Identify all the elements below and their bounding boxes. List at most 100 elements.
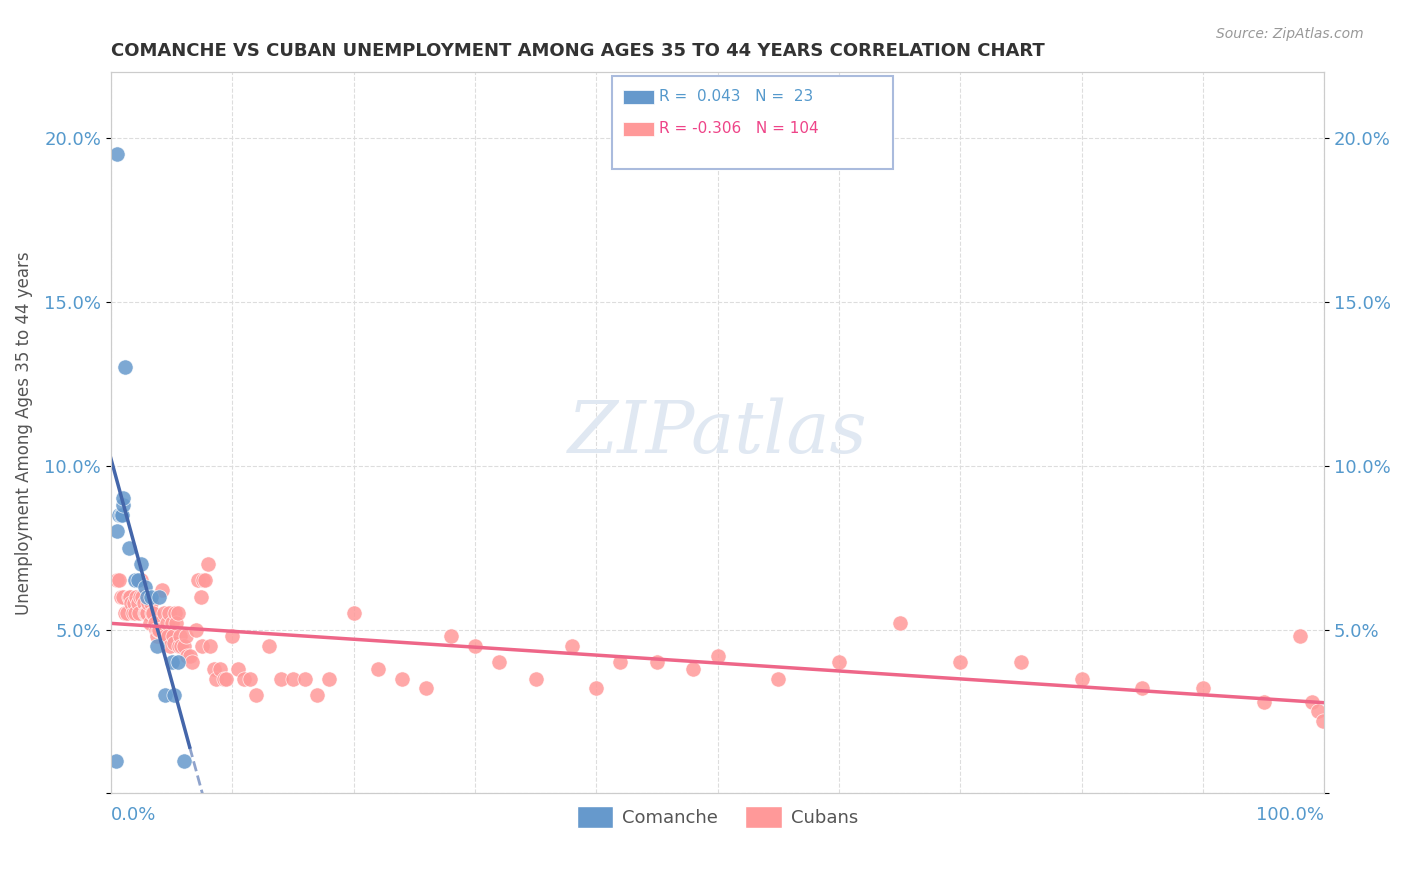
Point (127, 574, 149, 588)
Point (1130, 681, 1153, 696)
Point (202, 662, 225, 676)
Point (165, 606, 187, 620)
Point (212, 672, 235, 686)
Point (281, 672, 304, 686)
Point (215, 672, 238, 686)
Point (148, 590, 170, 604)
Point (139, 590, 162, 604)
Point (108, 508, 131, 522)
Point (150, 583, 173, 598)
Text: ZIPatlas: ZIPatlas (568, 398, 868, 468)
Text: R =  0.043   N =  23: R = 0.043 N = 23 (659, 89, 814, 103)
Point (197, 557, 219, 571)
Point (138, 596, 160, 610)
Point (1301, 695, 1323, 709)
Point (645, 655, 668, 669)
Point (1253, 695, 1275, 709)
Point (129, 574, 152, 588)
Point (169, 629, 191, 643)
Point (111, 491, 134, 506)
Point (143, 615, 166, 630)
Point (134, 606, 156, 620)
Point (187, 574, 209, 588)
Point (105, 524, 128, 539)
Point (155, 629, 177, 643)
Text: COMANCHE VS CUBAN UNEMPLOYMENT AMONG AGES 35 TO 44 YEARS CORRELATION CHART: COMANCHE VS CUBAN UNEMPLOYMENT AMONG AGE… (111, 42, 1045, 60)
Y-axis label: Unemployment Among Ages 35 to 44 years: Unemployment Among Ages 35 to 44 years (15, 251, 32, 615)
Point (609, 655, 631, 669)
Point (191, 639, 214, 653)
Point (179, 648, 201, 663)
Point (132, 596, 155, 610)
Point (104, 754, 127, 768)
Point (118, 541, 141, 555)
Point (307, 688, 329, 702)
Point (142, 606, 165, 620)
Point (160, 655, 183, 669)
Text: 0.0%: 0.0% (111, 806, 156, 824)
Point (145, 623, 167, 637)
Point (156, 629, 179, 643)
Point (114, 360, 136, 375)
Point (768, 672, 790, 686)
Point (167, 639, 190, 653)
Point (257, 639, 280, 653)
Point (184, 623, 207, 637)
Point (110, 508, 132, 522)
Point (221, 629, 243, 643)
Point (131, 590, 153, 604)
Point (367, 662, 389, 676)
Point (136, 590, 159, 604)
Point (146, 623, 169, 637)
Point (342, 606, 364, 620)
Point (153, 606, 176, 620)
Point (110, 590, 132, 604)
Point (1070, 672, 1092, 686)
Point (200, 639, 222, 653)
Point (170, 639, 193, 653)
Point (141, 606, 163, 620)
Point (233, 672, 256, 686)
Point (488, 655, 510, 669)
Point (464, 639, 486, 653)
Point (191, 574, 214, 588)
Point (159, 639, 181, 653)
Point (173, 754, 195, 768)
Point (129, 557, 152, 571)
Point (111, 590, 134, 604)
Point (125, 590, 148, 604)
Point (163, 688, 186, 702)
Point (162, 629, 184, 643)
Point (176, 648, 198, 663)
Legend: Comanche, Cubans: Comanche, Cubans (569, 798, 865, 835)
Point (135, 606, 157, 620)
Point (270, 672, 292, 686)
Point (561, 639, 583, 653)
Point (136, 606, 159, 620)
Point (239, 672, 262, 686)
Point (121, 596, 143, 610)
Point (889, 615, 911, 630)
Point (163, 635, 186, 649)
Point (129, 590, 152, 604)
Point (108, 574, 131, 588)
Point (209, 662, 232, 676)
Point (1312, 714, 1334, 729)
Point (391, 672, 413, 686)
Point (181, 655, 204, 669)
Point (139, 596, 162, 610)
Point (682, 662, 704, 676)
Point (148, 623, 170, 637)
Point (121, 606, 143, 620)
Point (134, 580, 156, 594)
Point (105, 147, 128, 161)
Point (166, 655, 188, 669)
Point (949, 655, 972, 669)
Point (415, 681, 437, 696)
Point (194, 574, 217, 588)
Point (1289, 629, 1312, 643)
Point (124, 606, 146, 620)
Point (155, 688, 177, 702)
Point (439, 629, 461, 643)
Point (1010, 655, 1032, 669)
